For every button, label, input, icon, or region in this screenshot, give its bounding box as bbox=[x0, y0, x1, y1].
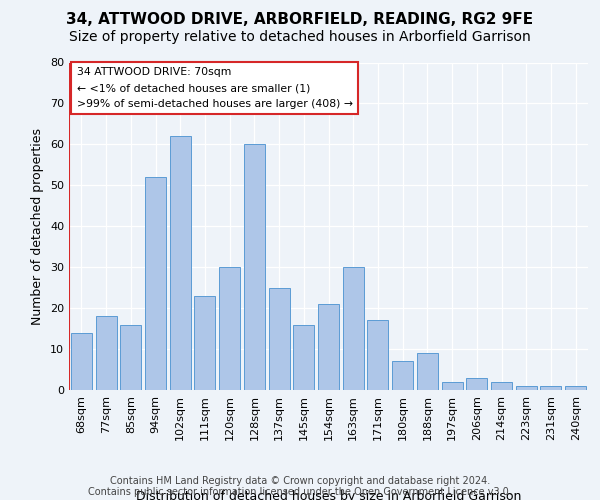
Bar bbox=[318, 304, 339, 390]
Bar bbox=[442, 382, 463, 390]
Bar bbox=[466, 378, 487, 390]
Bar bbox=[565, 386, 586, 390]
Bar bbox=[516, 386, 537, 390]
Bar bbox=[417, 353, 438, 390]
Text: Contains public sector information licensed under the Open Government Licence v3: Contains public sector information licen… bbox=[88, 487, 512, 497]
Bar bbox=[293, 324, 314, 390]
Bar bbox=[343, 267, 364, 390]
Bar bbox=[170, 136, 191, 390]
Bar bbox=[120, 324, 141, 390]
Bar bbox=[367, 320, 388, 390]
Bar bbox=[491, 382, 512, 390]
Bar bbox=[392, 362, 413, 390]
X-axis label: Distribution of detached houses by size in Arborfield Garrison: Distribution of detached houses by size … bbox=[136, 490, 521, 500]
Bar bbox=[145, 177, 166, 390]
Y-axis label: Number of detached properties: Number of detached properties bbox=[31, 128, 44, 325]
Text: 34, ATTWOOD DRIVE, ARBORFIELD, READING, RG2 9FE: 34, ATTWOOD DRIVE, ARBORFIELD, READING, … bbox=[67, 12, 533, 28]
Bar bbox=[95, 316, 116, 390]
Bar bbox=[219, 267, 240, 390]
Bar bbox=[269, 288, 290, 390]
Text: Contains HM Land Registry data © Crown copyright and database right 2024.: Contains HM Land Registry data © Crown c… bbox=[110, 476, 490, 486]
Bar bbox=[244, 144, 265, 390]
Text: 34 ATTWOOD DRIVE: 70sqm
← <1% of detached houses are smaller (1)
>99% of semi-de: 34 ATTWOOD DRIVE: 70sqm ← <1% of detache… bbox=[77, 68, 353, 108]
Bar bbox=[194, 296, 215, 390]
Text: Size of property relative to detached houses in Arborfield Garrison: Size of property relative to detached ho… bbox=[69, 30, 531, 44]
Bar bbox=[541, 386, 562, 390]
Bar bbox=[71, 332, 92, 390]
